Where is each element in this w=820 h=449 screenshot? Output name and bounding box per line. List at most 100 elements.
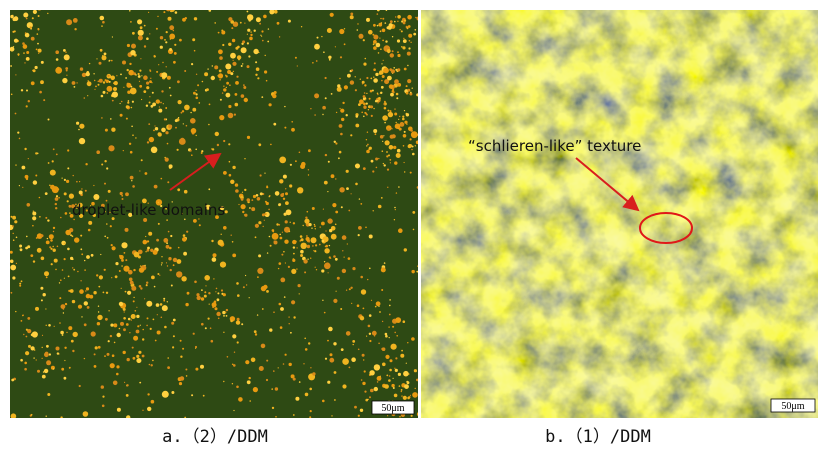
droplet [186, 375, 188, 377]
droplet [339, 151, 342, 154]
droplet [199, 102, 201, 104]
droplet [128, 70, 134, 76]
droplet [258, 254, 261, 257]
droplet [291, 300, 295, 304]
droplet [278, 367, 279, 368]
scale-label: 50μm [781, 401, 804, 412]
droplet [147, 317, 149, 319]
droplet [404, 20, 406, 22]
droplet [397, 4, 399, 6]
droplet [55, 269, 57, 271]
droplet [124, 382, 125, 383]
droplet [411, 337, 415, 341]
droplet [161, 178, 163, 180]
droplet [131, 126, 133, 128]
droplet [55, 203, 57, 205]
droplet [342, 269, 346, 273]
droplet [215, 291, 216, 292]
droplet [261, 96, 263, 98]
droplet [206, 88, 209, 91]
droplet [171, 391, 174, 394]
droplet [380, 135, 384, 139]
droplet [386, 9, 388, 11]
droplet [218, 73, 223, 78]
droplet [321, 222, 325, 226]
droplet [303, 259, 307, 263]
droplet [257, 314, 258, 315]
droplet [38, 49, 42, 53]
droplet [377, 9, 380, 12]
droplet [169, 48, 172, 51]
droplet [365, 227, 367, 229]
droplet [104, 236, 106, 238]
droplet [319, 244, 321, 246]
droplet [72, 81, 76, 85]
droplet [130, 281, 134, 285]
droplet [417, 17, 421, 21]
droplet [247, 198, 251, 202]
droplet [104, 355, 106, 357]
droplet [146, 284, 147, 285]
droplet [168, 17, 172, 21]
droplet [293, 316, 295, 318]
droplet [30, 254, 33, 257]
droplet [234, 352, 235, 353]
droplet [390, 135, 394, 139]
droplet [160, 36, 163, 39]
droplet [249, 207, 251, 209]
droplet [389, 369, 392, 372]
droplet [416, 271, 418, 273]
droplet [107, 237, 109, 239]
droplet [13, 239, 15, 241]
droplet [161, 262, 163, 264]
droplet [401, 395, 402, 396]
droplet [60, 416, 62, 418]
droplet [396, 335, 398, 337]
droplet [369, 268, 371, 270]
droplet [14, 30, 16, 32]
droplet [299, 293, 300, 294]
droplet [342, 102, 344, 104]
droplet [223, 293, 226, 296]
droplet [279, 179, 283, 183]
droplet [228, 17, 232, 21]
droplet [82, 73, 86, 77]
droplet [391, 69, 395, 73]
droplet [32, 216, 36, 220]
droplet [373, 68, 376, 71]
droplet [203, 395, 205, 397]
droplet [200, 365, 204, 369]
droplet [336, 291, 337, 292]
droplet [195, 90, 196, 91]
droplet [95, 346, 98, 349]
droplet [298, 284, 301, 287]
droplet [53, 246, 54, 247]
droplet [369, 147, 372, 150]
droplet [415, 145, 416, 146]
droplet [105, 129, 108, 132]
droplet [311, 237, 317, 243]
droplet [157, 314, 158, 315]
droplet [141, 159, 143, 161]
droplet [258, 143, 261, 146]
droplet [358, 415, 360, 417]
droplet [249, 377, 251, 379]
droplet [370, 389, 374, 393]
droplet [404, 162, 405, 163]
droplet [355, 124, 359, 128]
droplet [223, 140, 225, 142]
droplet [369, 340, 371, 342]
droplet [369, 18, 370, 19]
droplet [266, 202, 269, 205]
droplet [27, 203, 31, 207]
droplet [261, 30, 263, 32]
droplet [347, 74, 351, 78]
droplet [404, 248, 407, 251]
droplet [349, 367, 351, 369]
droplet [193, 219, 197, 223]
droplet [22, 187, 23, 188]
droplet [258, 52, 259, 53]
droplet [223, 381, 224, 382]
droplet [180, 356, 182, 358]
droplet [388, 25, 392, 29]
